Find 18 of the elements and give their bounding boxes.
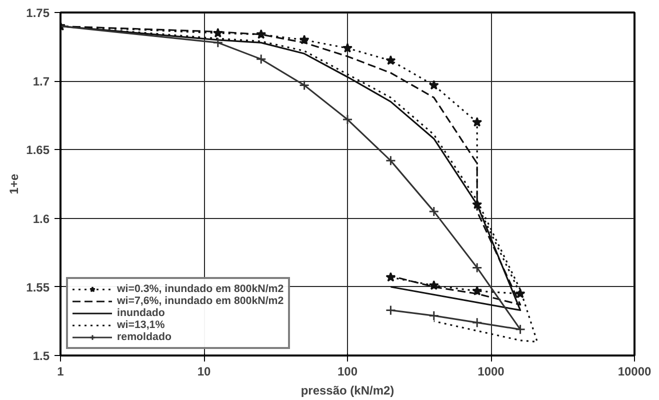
legend-label: inundado: [117, 307, 165, 319]
x-tick-label: 10000: [618, 364, 652, 378]
x-tick-label: 10: [197, 364, 211, 378]
y-tick-label: 1.55: [26, 280, 50, 294]
y-tick-label: 1.75: [26, 6, 50, 20]
y-axis-title: 1+e: [7, 173, 22, 194]
x-axis-title: pressão (kN/m2): [300, 384, 394, 398]
y-tick-label: 1.5: [32, 349, 50, 363]
legend-label: wi=0.3%, inundado em 800kN/m2: [117, 283, 284, 295]
x-tick-label: 1000: [478, 364, 505, 378]
legend-label: wi=7,6%, inundado em 800kN/m2: [117, 295, 284, 307]
x-tick-label: 1: [57, 364, 64, 378]
y-tick-label: 1.65: [26, 143, 50, 158]
legend-label: remoldado: [117, 331, 172, 343]
legend-label: wi=13,1%: [117, 319, 165, 331]
y-tick-label: 1.6: [32, 212, 50, 226]
y-tick-label: 1.7: [32, 74, 50, 89]
x-tick-label: 100: [337, 364, 358, 378]
